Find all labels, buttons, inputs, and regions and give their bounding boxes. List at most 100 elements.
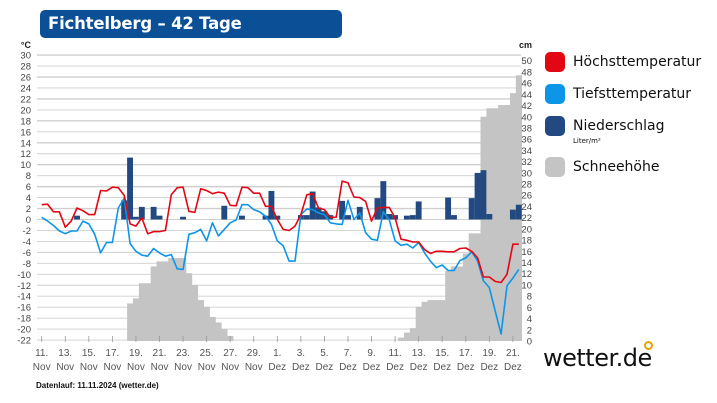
snow-depth-bar: [162, 261, 169, 341]
y-right-tick-label: 12: [521, 269, 532, 280]
x-tick-day: 11.: [35, 348, 48, 359]
y-left-tick-label: -20: [17, 325, 31, 336]
y-right-tick-label: 24: [521, 202, 532, 213]
x-tick-month: Dez: [504, 362, 522, 373]
precipitation-bar: [480, 170, 487, 220]
y-left-tick-label: -22: [17, 336, 31, 347]
x-tick-day: 23.: [176, 348, 190, 359]
y-right-tick-label: 30: [521, 168, 532, 179]
wetter-de-logo[interactable]: wetter.de: [543, 344, 652, 372]
low-temperature-line: [41, 197, 520, 335]
precipitation-bar: [409, 215, 416, 220]
x-tick-month: Dez: [363, 362, 381, 373]
snow-depth-bar: [150, 266, 157, 341]
x-tick-month: Dez: [316, 362, 334, 373]
precipitation-bar: [451, 215, 457, 220]
snow-depth-bar: [504, 104, 511, 341]
precipitation-bar: [445, 197, 452, 220]
snow-depth-bar: [197, 300, 204, 341]
precipitation-bar: [380, 181, 387, 220]
x-tick-month: Dez: [292, 362, 310, 373]
y-left-tick-label: 2: [26, 204, 31, 215]
snow-depth-bar: [209, 316, 216, 341]
x-tick-month: Dez: [386, 362, 404, 373]
snow-depth-bar: [439, 300, 446, 341]
x-tick-day: 15.: [82, 348, 96, 359]
y-left-tick-label: -18: [17, 314, 31, 325]
precipitation-bar: [345, 215, 351, 220]
y-right-tick-label: 32: [521, 157, 532, 168]
y-left-tick-label: -2: [23, 226, 31, 237]
y-right-tick-label: 46: [521, 79, 532, 90]
legend-swatch-high: [545, 52, 565, 72]
y-left-tick-label: 6: [26, 182, 31, 193]
x-tick-month: Nov: [198, 362, 216, 373]
x-tick-day: 19.: [129, 348, 143, 359]
precipitation-bar: [239, 215, 245, 220]
chart-title: Fichtelberg – 42 Tage Wettertrend: [40, 10, 342, 61]
legend-item-snow-depth: Schneehöhe: [545, 157, 659, 177]
x-tick-day: 29.: [247, 348, 261, 359]
y-left-tick-label: 22: [20, 94, 31, 105]
y-left-tick-label: 28: [20, 62, 31, 73]
snow-depth-bar: [168, 258, 175, 341]
y-left-tick-label: -14: [17, 292, 31, 303]
y-right-tick-label: 10: [521, 280, 532, 291]
y-right-unit: cm: [519, 40, 532, 50]
y-right-tick-label: 22: [521, 213, 532, 224]
snow-depth-bar: [468, 233, 475, 341]
y-left-tick-label: -12: [17, 281, 31, 292]
y-left-tick-label: 14: [20, 138, 31, 149]
snow-depth-bar: [221, 329, 228, 341]
legend-label: Tiefsttemperatur: [573, 86, 692, 102]
legend-item-high-temp: Höchsttemperatur: [545, 52, 701, 72]
y-left-tick-label: 4: [26, 193, 31, 204]
legend-swatch-precip: [545, 116, 565, 136]
x-tick-month: Nov: [56, 362, 74, 373]
precipitation-bar: [386, 214, 393, 220]
x-tick-day: 17.: [105, 348, 119, 359]
precipitation-bar: [127, 157, 133, 220]
y-right-tick-label: 38: [521, 123, 532, 134]
x-tick-month: Nov: [80, 362, 98, 373]
snow-depth-bar: [427, 300, 434, 341]
legend-swatch-low: [545, 84, 565, 104]
y-left-tick-label: 0: [26, 215, 31, 226]
y-left-unit: °C: [21, 40, 32, 50]
snow-depth-bar: [433, 300, 440, 341]
x-tick-month: Dez: [457, 362, 475, 373]
snow-depth-bar: [409, 328, 417, 341]
precipitation-series: [74, 157, 522, 220]
y-right-tick-label: 20: [521, 224, 532, 235]
precipitation-bar: [509, 209, 516, 220]
y-right-tick-label: 48: [521, 67, 532, 78]
y-left-tick-label: -6: [23, 248, 31, 259]
x-tick-day: 5.: [320, 348, 328, 359]
x-tick-day: 27.: [223, 348, 237, 359]
precipitation-bar: [486, 214, 493, 220]
legend-precip-unit: Liter/m²: [573, 137, 601, 145]
y-right-tick-label: 40: [521, 112, 532, 123]
precipitation-bar: [156, 215, 163, 220]
y-left-tick-label: 16: [20, 127, 31, 138]
snow-depth-bar: [203, 306, 210, 341]
x-tick-month: Nov: [245, 362, 263, 373]
y-right-tick-label: 44: [521, 90, 532, 101]
y-left-tick-label: -8: [23, 259, 31, 270]
x-tick-day: 17.: [459, 348, 473, 359]
axes: 302826242220181614121086420-2-4-6-8-10-1…: [17, 40, 532, 373]
snow-depth-bar: [415, 306, 422, 341]
x-tick-day: 11.: [389, 348, 402, 359]
y-right-tick-label: 14: [521, 258, 532, 269]
temperature-lines: [41, 180, 520, 335]
y-right-tick-label: 42: [521, 101, 532, 112]
snow-depth-bar: [138, 283, 146, 341]
x-tick-month: Nov: [151, 362, 169, 373]
y-left-tick-label: 10: [20, 160, 31, 171]
snow-depth-bar: [486, 108, 493, 341]
data-run-footer: Datenlauf: 11.11.2024 (wetter.de): [36, 381, 159, 390]
gridlines: [37, 54, 521, 341]
y-right-tick-label: 34: [521, 146, 532, 157]
y-right-tick-label: 16: [521, 247, 532, 258]
